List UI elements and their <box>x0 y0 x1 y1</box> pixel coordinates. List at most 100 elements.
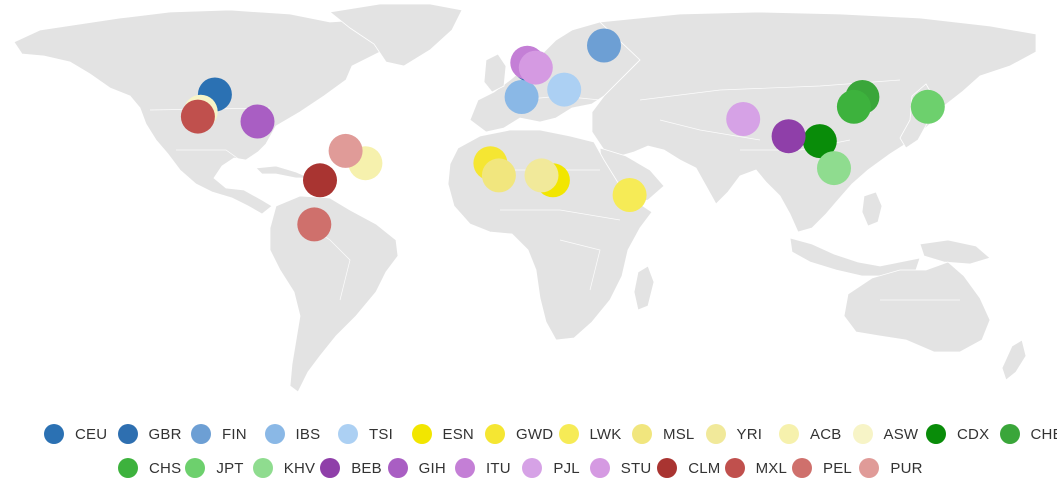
marker-jpt[interactable] <box>910 89 945 124</box>
legend-label: ACB <box>810 425 842 443</box>
population-markers <box>180 28 945 242</box>
legend-item-gih[interactable]: GIH <box>387 456 446 480</box>
legend-label: FIN <box>222 425 247 443</box>
legend-item-pjl[interactable]: PJL <box>522 456 580 480</box>
legend-item-beb[interactable]: BEB <box>320 456 382 480</box>
marker-gih[interactable] <box>240 104 275 139</box>
marker-yri[interactable] <box>524 158 559 193</box>
legend-item-chs[interactable]: CHS <box>118 456 181 480</box>
legend-item-tsi[interactable]: TSI <box>338 422 393 446</box>
legend-swatch <box>926 424 946 444</box>
marker-beb[interactable] <box>771 119 806 154</box>
legend-swatch <box>999 424 1020 444</box>
legend-item-fin[interactable]: FIN <box>191 422 247 446</box>
legend-label: CLM <box>688 459 721 477</box>
legend-label: YRI <box>736 425 763 443</box>
marker-pjl[interactable] <box>726 102 761 136</box>
marker-chs[interactable] <box>836 89 871 124</box>
legend-item-ibs[interactable]: IBS <box>264 422 321 446</box>
marker-khv[interactable] <box>817 151 851 186</box>
legend-swatch <box>657 458 678 478</box>
land-new-guinea <box>919 239 991 265</box>
country-borders <box>149 79 960 301</box>
legend-swatch <box>338 424 358 444</box>
legend-item-pel[interactable]: PEL <box>792 456 852 480</box>
legend-swatch <box>252 458 273 478</box>
land-philippines <box>861 191 883 227</box>
legend-item-mxl[interactable]: MXL <box>724 456 788 480</box>
legend-item-asw[interactable]: ASW <box>852 422 919 446</box>
legend-swatch <box>387 458 408 478</box>
marker-pel[interactable] <box>297 207 332 242</box>
legend-item-yri[interactable]: YRI <box>705 422 763 446</box>
legend-swatch <box>320 458 341 478</box>
legend-item-itu[interactable]: ITU <box>455 456 511 480</box>
legend-swatch <box>852 424 873 444</box>
legend-swatch <box>44 424 64 444</box>
legend-label: GBR <box>148 425 182 443</box>
legend-item-chb[interactable]: CHB <box>999 422 1057 446</box>
legend-label: ASW <box>883 425 919 443</box>
marker-stu[interactable] <box>518 50 553 85</box>
legend-swatch <box>191 424 211 444</box>
land-australia <box>843 261 991 353</box>
legend-label: PJL <box>553 459 580 477</box>
legend-swatch <box>185 458 206 478</box>
legend-item-gwd[interactable]: GWD <box>485 422 553 446</box>
legend-swatch <box>792 458 812 478</box>
legend-label: CDX <box>957 425 990 443</box>
marker-fin[interactable] <box>587 28 621 63</box>
legend-item-lwk[interactable]: LWK <box>558 422 622 446</box>
legend-label: CHS <box>149 459 182 477</box>
legend-swatch <box>779 424 799 444</box>
legend-swatch <box>632 424 652 444</box>
marker-tsi[interactable] <box>547 72 582 107</box>
legend-item-jpt[interactable]: JPT <box>185 456 243 480</box>
legend-item-cdx[interactable]: CDX <box>926 422 989 446</box>
legend-item-ceu[interactable]: CEU <box>44 422 107 446</box>
land-south-america <box>269 195 399 393</box>
land-madagascar <box>633 265 655 311</box>
land-indonesia <box>789 237 921 277</box>
legend-swatch <box>485 424 505 444</box>
legend-item-acb[interactable]: ACB <box>779 422 841 446</box>
legend-label: IBS <box>295 425 321 443</box>
legend-item-gbr[interactable]: GBR <box>117 422 182 446</box>
legend-item-pur[interactable]: PUR <box>859 456 922 480</box>
legend-item-khv[interactable]: KHV <box>252 456 316 480</box>
land-caribbean <box>255 165 311 179</box>
legend-row-2: CHS JPT KHV BEB GIH ITU PJL STU CLM MXL PEL PUR <box>0 456 1057 480</box>
legend-item-stu[interactable]: STU <box>589 456 652 480</box>
land-greenland <box>329 3 463 67</box>
legend-swatch <box>705 424 726 444</box>
marker-pur[interactable] <box>328 133 363 168</box>
legend-swatch <box>724 458 745 478</box>
legend-item-esn[interactable]: ESN <box>411 422 474 446</box>
marker-mxl[interactable] <box>180 99 215 134</box>
legend-swatch <box>859 458 880 478</box>
marker-lwk[interactable] <box>612 178 647 212</box>
marker-ibs[interactable] <box>504 80 539 114</box>
legend-row-1: CEU GBR FIN IBS TSI ESN GWD LWK MSL YRI ACB ASW CDX C… <box>0 422 1057 446</box>
marker-cdx[interactable] <box>802 124 837 159</box>
marker-clm[interactable] <box>303 163 337 198</box>
legend-swatch <box>411 424 432 444</box>
legend-label: ESN <box>442 425 474 443</box>
world-map <box>13 3 1037 393</box>
legend-swatch <box>117 424 138 444</box>
legend-label: KHV <box>283 459 316 477</box>
land-asia <box>591 11 1037 233</box>
legend-swatch <box>118 458 138 478</box>
legend-swatch <box>558 424 579 444</box>
legend-item-msl[interactable]: MSL <box>632 422 694 446</box>
legend-item-clm[interactable]: CLM <box>657 456 720 480</box>
marker-msl[interactable] <box>481 158 516 193</box>
legend-label: PEL <box>823 459 852 477</box>
legend-label: MXL <box>755 459 788 477</box>
legend-label: GIH <box>418 459 446 477</box>
land-new-zealand <box>1001 339 1027 381</box>
legend-label: LWK <box>589 425 622 443</box>
legend-swatch <box>455 458 475 478</box>
legend-label: BEB <box>351 459 382 477</box>
legend-label: CHB <box>1030 425 1057 443</box>
